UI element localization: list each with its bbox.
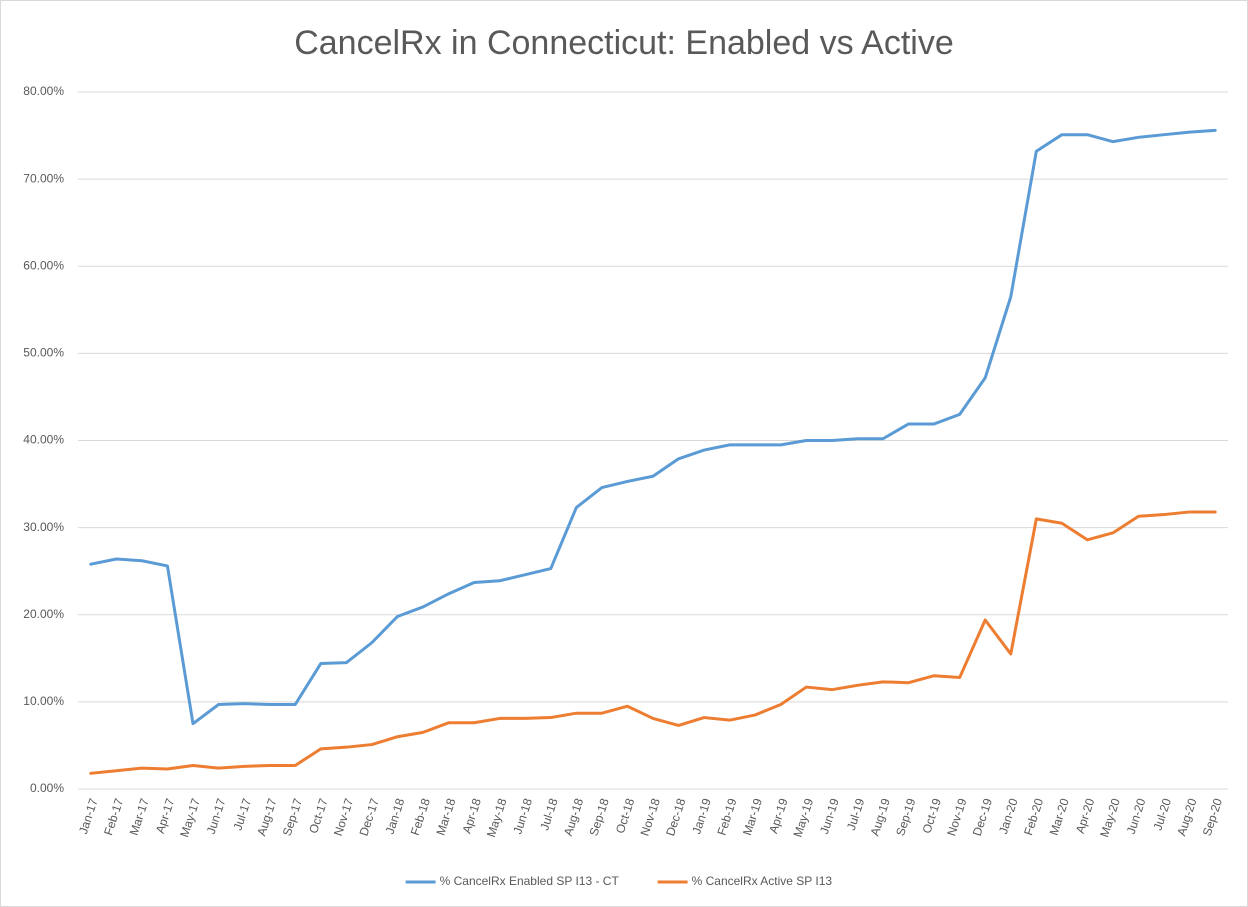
line-series [89,510,1217,775]
y-tick-label: 10.00% [23,694,64,708]
y-tick-label: 80.00% [23,84,64,98]
y-tick-label: 30.00% [23,520,64,534]
line-series [89,128,1217,726]
y-tick-label: 70.00% [23,171,64,185]
legend-label: % CancelRx Enabled SP I13 - CT [440,874,620,888]
y-tick-label: 20.00% [23,607,64,621]
legend-label: % CancelRx Active SP I13 [692,874,833,888]
y-tick-label: 50.00% [23,346,64,360]
y-tick-label: 0.00% [30,781,64,795]
chart-title: CancelRx in Connecticut: Enabled vs Acti… [294,24,954,62]
y-tick-label: 60.00% [23,258,64,272]
y-tick-label: 40.00% [23,433,64,447]
